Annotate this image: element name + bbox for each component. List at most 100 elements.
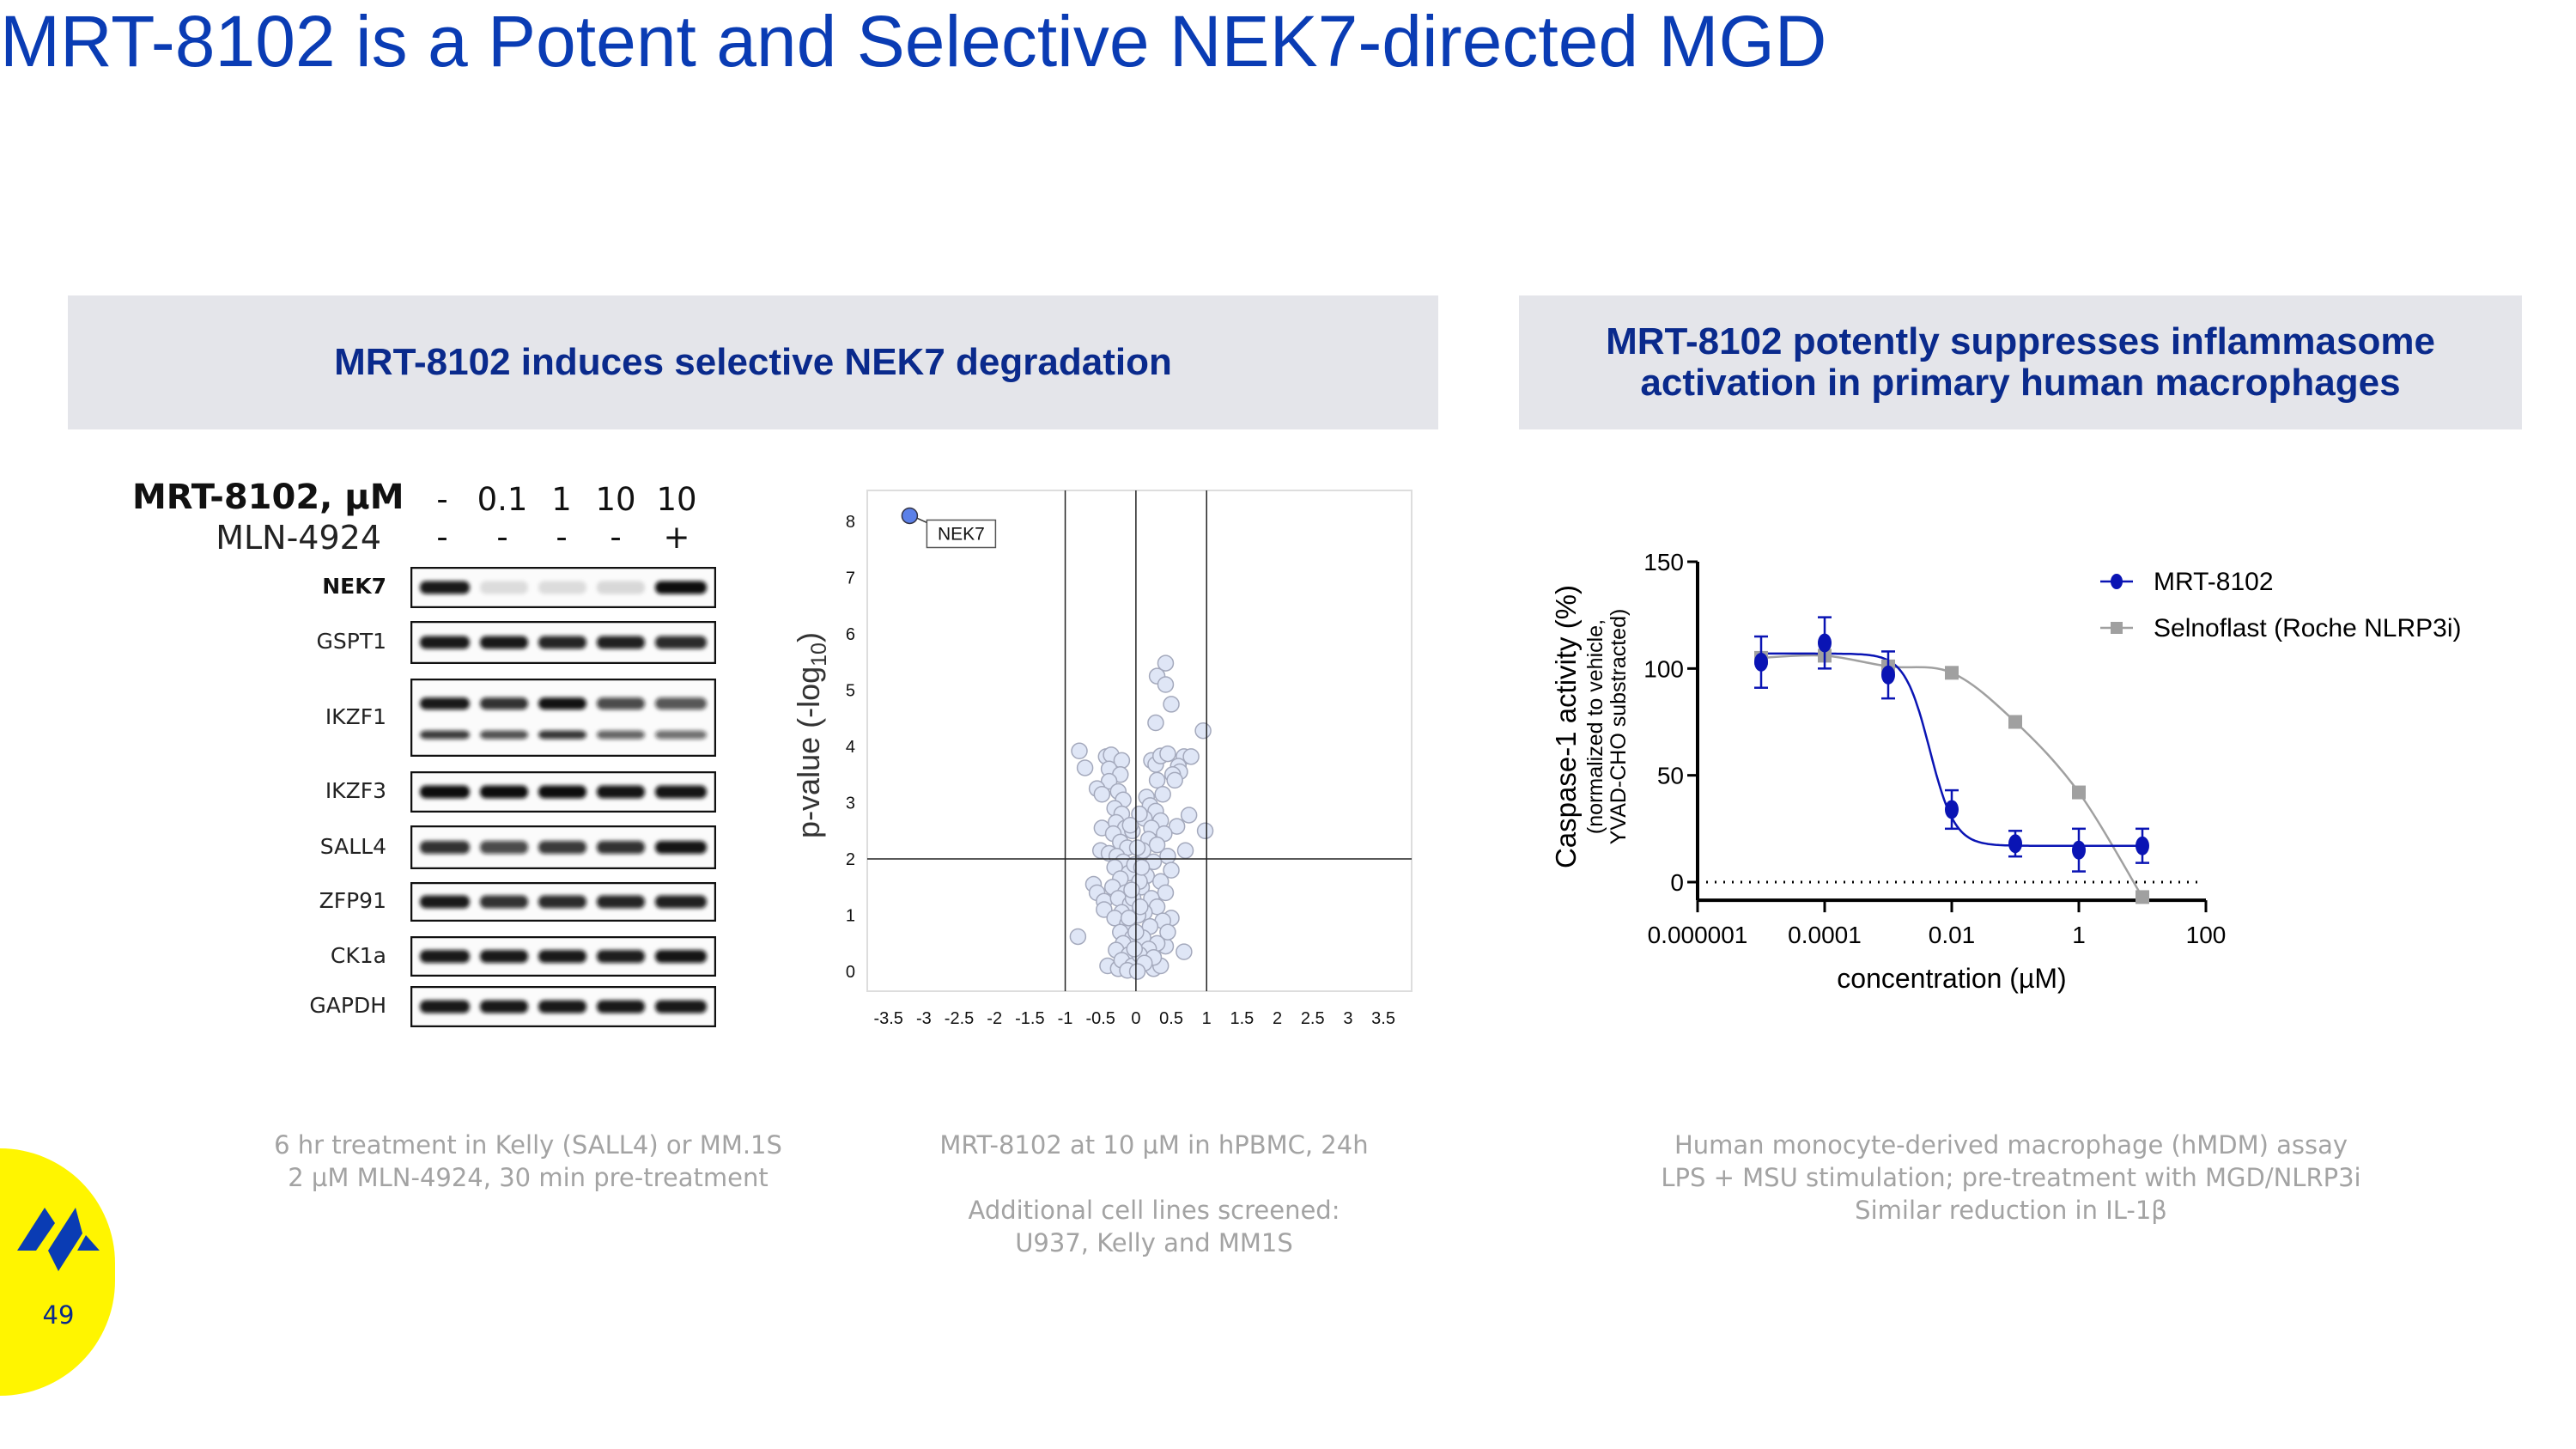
data-point: [1126, 941, 1143, 958]
inhibitor-sign: -: [496, 519, 508, 556]
slide-title: MRT-8102 is a Potent and Selective NEK7-…: [0, 1, 1827, 82]
highlight-label-box: [926, 519, 997, 549]
x-axis-title: concentration (µM): [1837, 963, 2066, 994]
y-axis-title-close: ): [791, 632, 826, 642]
dose-response-chart: 0 50 100 150 0.000001 0.0001 0.01 1 100 MRT-8102 S…: [1550, 549, 2462, 994]
blot-protein-label: SALL4: [319, 833, 386, 859]
blot-band: [655, 730, 707, 740]
blot-band: [655, 1000, 707, 1014]
x-tick-label: 0.000001: [1648, 922, 1748, 948]
data-point: [1163, 861, 1180, 879]
selnoflast-point: [2136, 890, 2149, 904]
blot-band: [480, 895, 528, 909]
y-axis-title-sub: 10: [807, 642, 831, 667]
blot-band: [655, 581, 707, 594]
y-tick-label: 100: [1643, 655, 1684, 682]
selnoflast-point: [1945, 666, 1959, 680]
blot-band: [538, 730, 586, 740]
x-tick-label: -1.5: [1015, 1009, 1044, 1028]
x-tick-label: 1: [1202, 1009, 1212, 1028]
y-tick-label: 6: [846, 625, 855, 644]
blot-frame: [410, 679, 716, 757]
blot-band: [597, 950, 645, 963]
blot-band: [420, 841, 470, 854]
blot-band: [597, 785, 645, 799]
blot-band: [597, 1000, 645, 1014]
y-axis-title: p-value (-log10): [791, 632, 831, 838]
x-tick-label: -2: [987, 1009, 1002, 1028]
data-point: [1069, 928, 1087, 946]
data-point: [1157, 676, 1175, 693]
data-point: [1163, 696, 1180, 713]
blot-panel: [410, 936, 716, 977]
data-point: [1196, 822, 1214, 840]
blot-band: [420, 581, 470, 594]
y-axis-title-main: p-value (-log: [791, 667, 826, 838]
y-axis-subtitle: YVAD-CHO substracted): [1607, 609, 1631, 845]
mrt-8102-point: [1754, 652, 1768, 672]
blot-band: [480, 950, 528, 963]
footnote-line: Human monocyte-derived macrophage (hMDM)…: [1674, 1130, 2348, 1160]
blot-band: [597, 581, 645, 594]
blot-panel: [410, 621, 716, 664]
data-point: [1157, 884, 1175, 902]
x-tick-label: -3.5: [873, 1009, 902, 1028]
blot-protein-label: IKZF3: [325, 778, 386, 803]
blot-band: [538, 841, 586, 854]
right-panel-header-line1: MRT-8102 potently suppresses inflammasom…: [1606, 320, 2435, 362]
data-point: [1176, 943, 1193, 960]
y-tick-label: 150: [1643, 549, 1684, 575]
x-tick-label: 100: [2186, 922, 2227, 948]
footnote-spacer: [811, 1161, 1498, 1194]
selnoflast-point: [2008, 715, 2022, 729]
data-point: [1128, 839, 1146, 856]
inhibitor-sign: -: [610, 519, 622, 556]
x-tick-label: -3: [916, 1009, 932, 1028]
data-point: [1180, 807, 1198, 824]
y-tick-label: 50: [1657, 763, 1684, 789]
blot-panel: [410, 882, 716, 922]
blot-band: [597, 841, 645, 854]
blot-band: [655, 950, 707, 963]
blot-band: [538, 697, 586, 710]
footnote-middle: MRT-8102 at 10 µM in hPBMC, 24h Addition…: [811, 1129, 1498, 1259]
y-axis-subtitle: (normalized to vehicle,: [1583, 619, 1607, 834]
y-tick-label: 0: [846, 963, 855, 982]
blot-band: [655, 785, 707, 799]
inhibitor-sign: -: [436, 519, 448, 556]
blot-panel: [410, 567, 716, 608]
blot-band: [597, 697, 645, 710]
treatment-label: MRT-8102, µM: [132, 478, 404, 517]
blot-protein-label: ZFP91: [319, 888, 386, 913]
y-tick-label: 8: [846, 513, 855, 532]
blot-protein-label: GSPT1: [316, 629, 387, 654]
volcano-plot: -3.5 -3 -2.5 -2 -1.5 -1 -0.5 0 0.5 1 1.5 2 2.5 3 3.5 0 1…: [791, 490, 1413, 1028]
blot-band: [538, 636, 586, 649]
blot-band: [420, 1000, 470, 1014]
footnote-line: LPS + MSU stimulation; pre-treatment wit…: [1661, 1163, 2361, 1192]
inhibitor-sign: -: [556, 519, 568, 556]
y-tick-label: 3: [846, 795, 855, 813]
blot-protein-label: NEK7: [322, 574, 386, 599]
dose-label: 0.1: [477, 481, 528, 518]
dose-label: 1: [551, 481, 572, 518]
x-tick-label: 1: [2072, 922, 2086, 948]
y-tick-label: 1: [846, 907, 855, 926]
x-tick-label: 0: [1131, 1009, 1140, 1028]
data-point: [1076, 759, 1094, 776]
blot-band: [655, 636, 707, 649]
y-axis-title: Caspase-1 activity (%): [1550, 585, 1582, 868]
blot-protein-label: CK1a: [330, 942, 386, 968]
blot-band: [420, 730, 470, 740]
y-tick-label: 4: [846, 738, 855, 757]
blot-protein-label: GAPDH: [309, 993, 386, 1018]
blot-band: [655, 895, 707, 909]
y-tick-label: 5: [846, 682, 855, 701]
blot-panel: [410, 825, 716, 869]
footnote-line: Similar reduction in IL-1β: [1855, 1196, 2167, 1225]
blot-band: [420, 785, 470, 799]
blot-band: [597, 730, 645, 740]
legend-circle-marker: [2111, 574, 2123, 589]
blot-band: [538, 581, 586, 594]
footnote-line: MRT-8102 at 10 µM in hPBMC, 24h: [939, 1130, 1369, 1160]
